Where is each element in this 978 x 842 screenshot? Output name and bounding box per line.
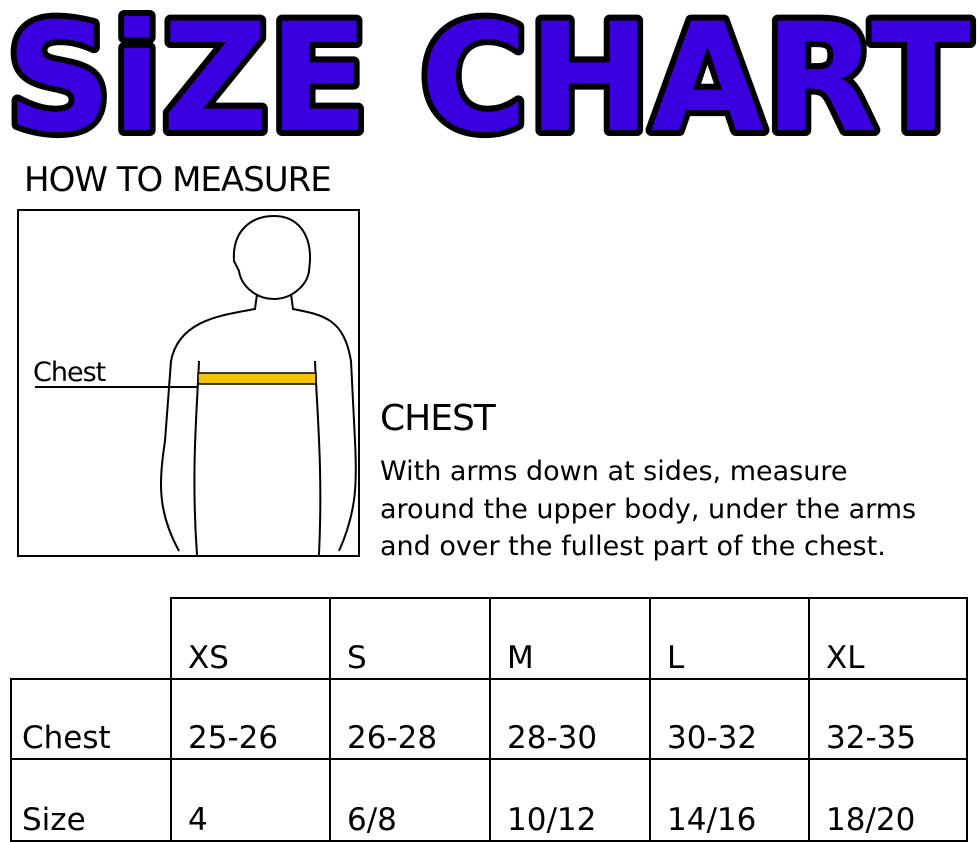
table-cell: 26-28: [329, 678, 491, 760]
table-cell: 25-26: [170, 678, 331, 760]
table-cell: 18/20: [808, 758, 968, 842]
size-s: 6/8: [347, 802, 397, 838]
size-chart-title: SiZE CHART: [0, 0, 977, 150]
row-label-cell: Chest: [10, 678, 172, 760]
chest-figure-label: Chest: [33, 357, 106, 388]
chest-heading: CHEST: [380, 398, 496, 439]
how-to-measure-heading: HOW TO MEASURE: [24, 160, 332, 200]
body-outline-icon: [35, 214, 357, 556]
header-cell: M: [489, 597, 651, 680]
chest-l: 30-32: [667, 720, 758, 756]
table-cell: 4: [170, 758, 331, 842]
header-xs: XS: [188, 640, 229, 676]
header-s: S: [347, 640, 367, 676]
table-cell: 32-35: [808, 678, 968, 760]
description-line: and over the fullest part of the chest.: [380, 531, 886, 562]
chest-description: With arms down at sides, measure around …: [380, 453, 978, 566]
measurement-figure: Chest: [17, 209, 360, 557]
size-xs: 4: [188, 802, 208, 838]
header-cell: XL: [808, 597, 968, 680]
chest-s: 26-28: [347, 720, 438, 756]
title-text: SiZE CHART: [6, 0, 971, 150]
header-xl: XL: [826, 640, 865, 676]
description-line: With arms down at sides, measure: [380, 456, 848, 487]
header-m: M: [507, 640, 534, 676]
chest-m: 28-30: [507, 720, 598, 756]
size-xl: 18/20: [826, 802, 916, 838]
header-cell: S: [329, 597, 491, 680]
size-m: 10/12: [507, 802, 597, 838]
row-label-cell: Size: [10, 758, 172, 842]
table-cell: 14/16: [649, 758, 810, 842]
table-cell: 6/8: [329, 758, 491, 842]
header-cell: XS: [170, 597, 331, 680]
table-cell: 28-30: [489, 678, 651, 760]
header-l: L: [667, 640, 685, 676]
chest-xl: 32-35: [826, 720, 917, 756]
row-label-chest: Chest: [22, 720, 111, 756]
size-l: 14/16: [667, 802, 757, 838]
description-line: around the upper body, under the arms: [380, 493, 917, 525]
chest-xs: 25-26: [188, 720, 279, 756]
row-label-size: Size: [22, 802, 86, 838]
table-cell: 10/12: [489, 758, 651, 842]
table-cell: 30-32: [649, 678, 810, 760]
header-cell: L: [649, 597, 810, 680]
